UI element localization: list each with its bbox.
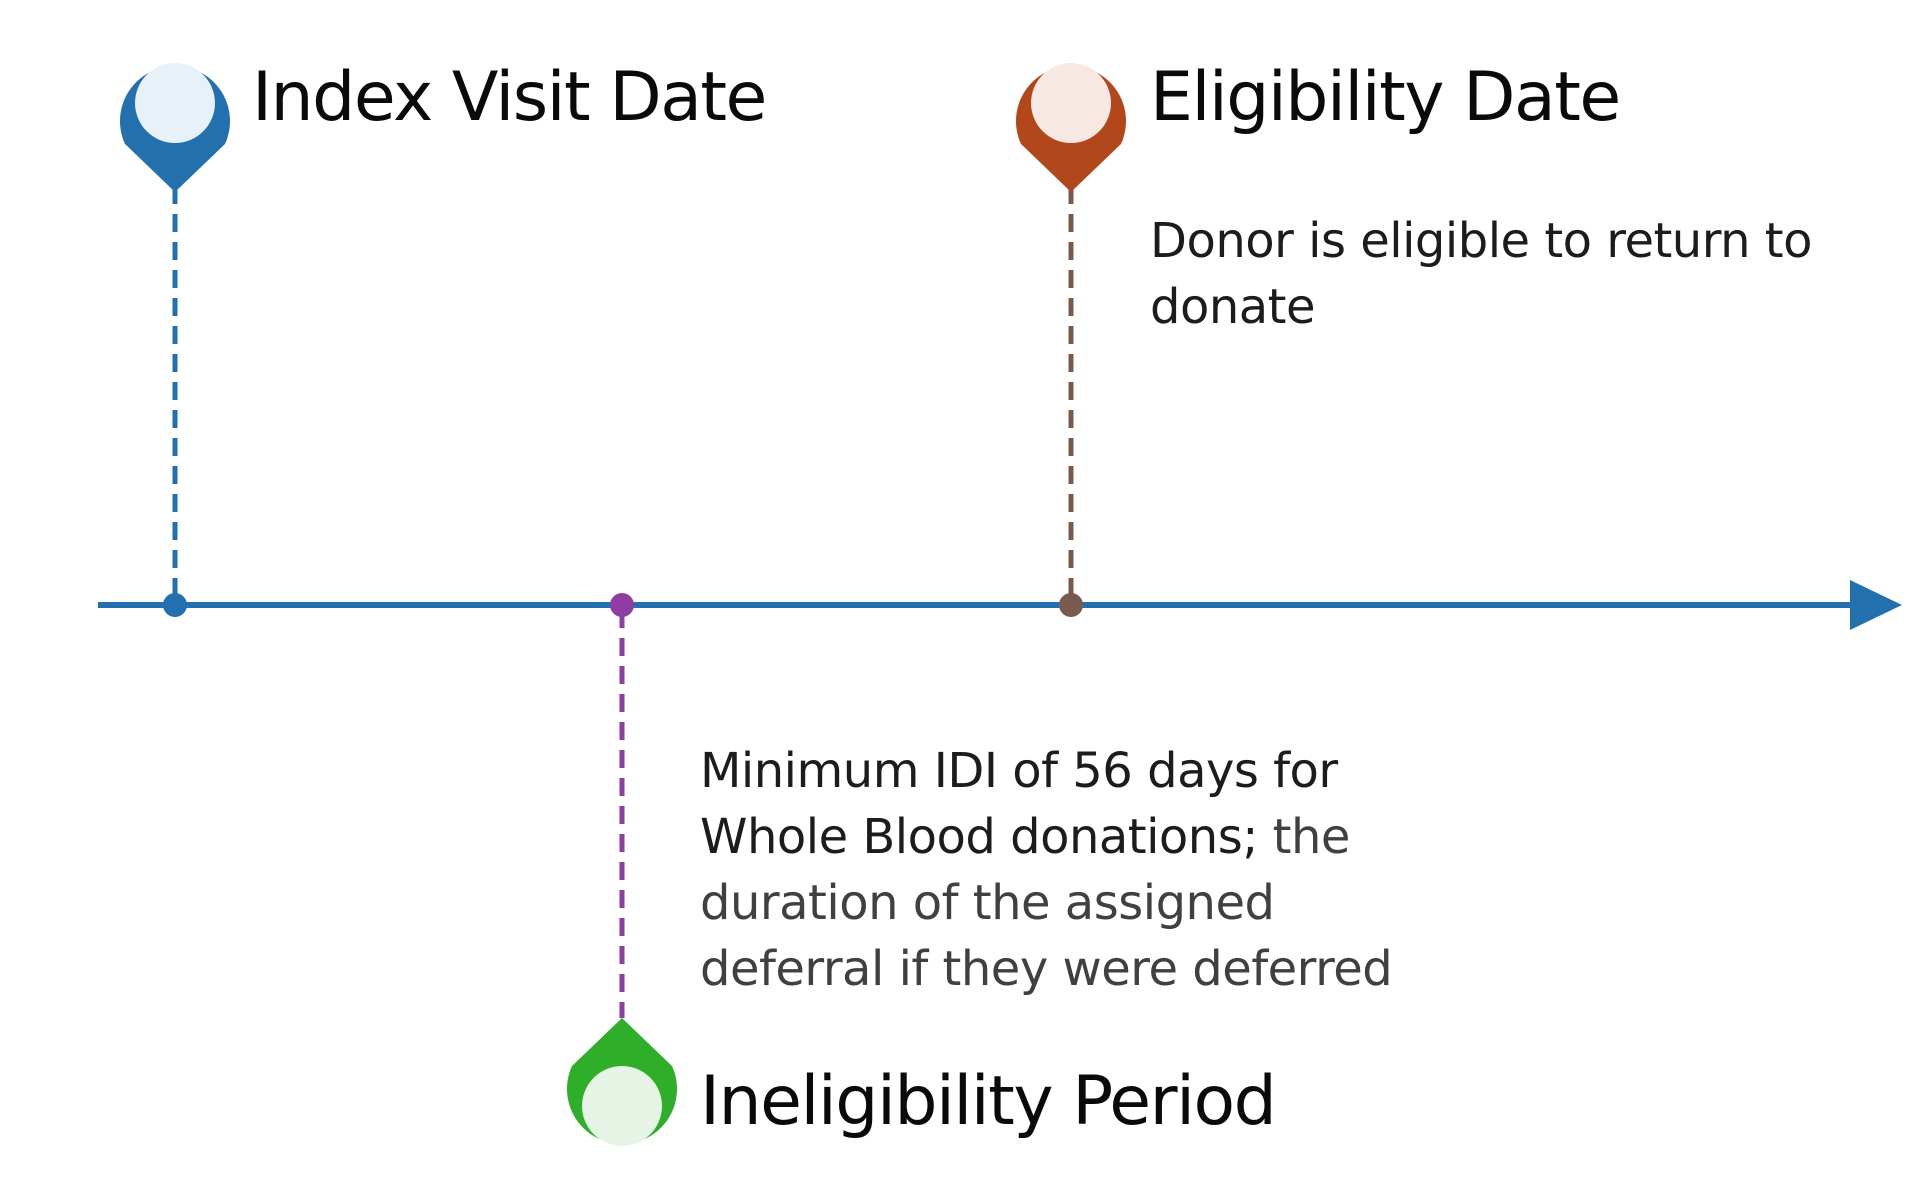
- map-pin-icon: [120, 63, 230, 192]
- arrow-right-icon: [1850, 580, 1902, 630]
- description-line: Whole Blood donations; the: [700, 804, 1460, 870]
- ineligibility-period-description: Minimum IDI of 56 days for Whole Blood d…: [700, 738, 1460, 1002]
- description-line: Minimum IDI of 56 days for: [700, 743, 1338, 799]
- index-visit-date-title: Index Visit Date: [252, 58, 767, 137]
- eligibility-date-point: [1059, 593, 1083, 617]
- map-pin-icon: [567, 1018, 677, 1146]
- description-fragment: Whole Blood donations;: [700, 809, 1258, 865]
- description-fragment: the: [1257, 809, 1351, 865]
- eligibility-date-title: Eligibility Date: [1150, 58, 1621, 137]
- description-line: donate: [1150, 279, 1316, 335]
- ineligibility-start-point: [610, 593, 634, 617]
- description-line: duration of the assigned: [700, 875, 1275, 931]
- ineligibility-period-title: Ineligibility Period: [700, 1062, 1277, 1141]
- description-line: Donor is eligible to return to: [1150, 213, 1812, 269]
- map-pin-icon: [1015, 63, 1126, 192]
- eligibility-date-description: Donor is eligible to return to donate: [1150, 208, 1890, 340]
- description-line: deferral if they were deferred: [700, 941, 1393, 997]
- index-date-point: [163, 593, 187, 617]
